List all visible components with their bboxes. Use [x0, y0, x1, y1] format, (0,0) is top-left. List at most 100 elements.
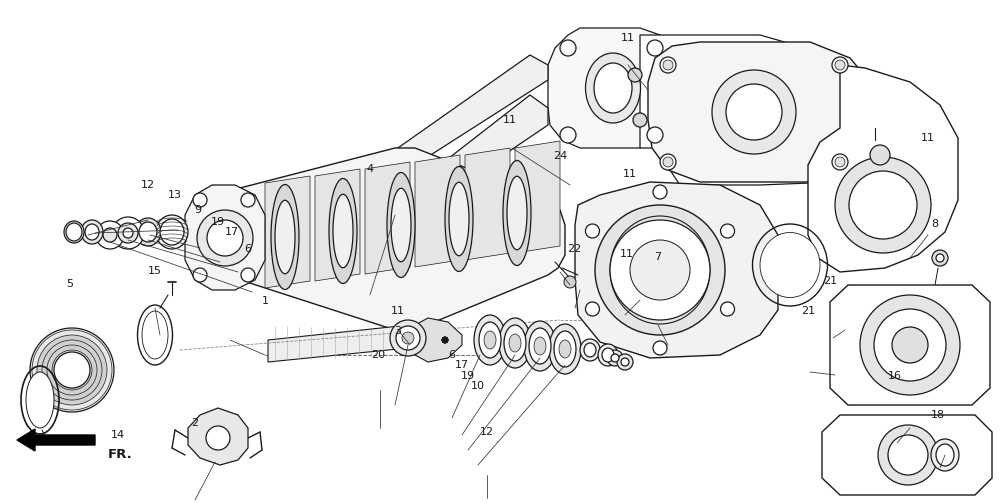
Ellipse shape [66, 223, 82, 241]
Text: 11: 11 [623, 169, 637, 179]
Polygon shape [265, 176, 310, 288]
Text: FR.: FR. [108, 449, 133, 461]
Circle shape [607, 350, 623, 366]
Circle shape [874, 309, 946, 381]
Circle shape [442, 337, 448, 343]
Circle shape [621, 358, 629, 366]
Ellipse shape [931, 439, 959, 471]
Text: 19: 19 [461, 371, 475, 381]
Circle shape [888, 435, 928, 475]
Polygon shape [465, 148, 510, 260]
Polygon shape [315, 169, 360, 281]
Text: 20: 20 [371, 350, 385, 360]
Circle shape [396, 326, 420, 350]
Ellipse shape [275, 200, 295, 274]
Ellipse shape [507, 176, 527, 250]
Text: 9: 9 [194, 205, 202, 215]
Text: 11: 11 [921, 133, 935, 143]
Ellipse shape [504, 325, 526, 361]
Ellipse shape [26, 372, 54, 428]
Polygon shape [515, 141, 560, 253]
Circle shape [560, 40, 576, 56]
Circle shape [112, 217, 144, 249]
Circle shape [564, 276, 576, 288]
Text: 17: 17 [455, 360, 469, 370]
Circle shape [835, 60, 845, 70]
Ellipse shape [333, 194, 353, 268]
Text: 3: 3 [394, 326, 402, 336]
Circle shape [628, 68, 642, 82]
Polygon shape [212, 148, 565, 330]
Circle shape [193, 268, 207, 282]
Circle shape [849, 171, 917, 239]
Ellipse shape [554, 331, 576, 367]
Text: 6: 6 [448, 350, 456, 360]
Circle shape [721, 224, 735, 238]
Circle shape [630, 240, 690, 300]
Circle shape [663, 60, 673, 70]
Circle shape [442, 337, 448, 343]
Ellipse shape [499, 318, 531, 368]
Circle shape [96, 221, 124, 249]
Polygon shape [395, 95, 548, 215]
Ellipse shape [445, 166, 473, 272]
Text: 7: 7 [654, 252, 662, 262]
Polygon shape [395, 55, 548, 165]
Text: 24: 24 [553, 151, 567, 161]
Circle shape [647, 40, 663, 56]
Polygon shape [640, 35, 878, 185]
Circle shape [241, 193, 255, 207]
Text: 18: 18 [931, 410, 945, 420]
Ellipse shape [139, 222, 157, 242]
Ellipse shape [387, 173, 415, 278]
Ellipse shape [81, 220, 103, 244]
Ellipse shape [602, 348, 614, 362]
Polygon shape [268, 323, 442, 362]
Text: 14: 14 [111, 430, 125, 440]
Ellipse shape [135, 218, 161, 246]
Circle shape [47, 345, 97, 395]
Polygon shape [415, 318, 462, 362]
Ellipse shape [936, 444, 954, 466]
Circle shape [870, 145, 890, 165]
Circle shape [726, 84, 782, 140]
Ellipse shape [156, 215, 188, 249]
Ellipse shape [85, 224, 99, 240]
Polygon shape [648, 42, 872, 182]
Circle shape [197, 210, 253, 266]
Text: 11: 11 [621, 33, 635, 43]
Text: 11: 11 [391, 306, 405, 316]
Polygon shape [185, 185, 265, 290]
Text: 22: 22 [567, 244, 581, 254]
Text: 5: 5 [66, 279, 74, 289]
Circle shape [633, 113, 647, 127]
Circle shape [932, 250, 948, 266]
Ellipse shape [142, 311, 168, 359]
Circle shape [585, 302, 599, 316]
Text: 12: 12 [480, 427, 494, 437]
Ellipse shape [598, 344, 618, 366]
Circle shape [560, 127, 576, 143]
Text: 16: 16 [888, 371, 902, 381]
Ellipse shape [329, 179, 357, 284]
Circle shape [585, 224, 599, 238]
Ellipse shape [64, 221, 84, 243]
Text: 15: 15 [148, 266, 162, 276]
Ellipse shape [474, 315, 506, 365]
Ellipse shape [534, 337, 546, 355]
Text: 10: 10 [471, 381, 485, 391]
Circle shape [207, 220, 243, 256]
Polygon shape [830, 285, 990, 405]
Text: 21: 21 [801, 306, 815, 316]
Circle shape [832, 57, 848, 73]
Polygon shape [575, 182, 778, 358]
Circle shape [118, 223, 138, 243]
Circle shape [442, 337, 448, 343]
Text: 13: 13 [168, 190, 182, 200]
Ellipse shape [584, 343, 596, 357]
Circle shape [442, 337, 448, 343]
Text: 11: 11 [503, 115, 517, 125]
Circle shape [390, 320, 426, 356]
Circle shape [653, 185, 667, 199]
Polygon shape [365, 162, 410, 274]
